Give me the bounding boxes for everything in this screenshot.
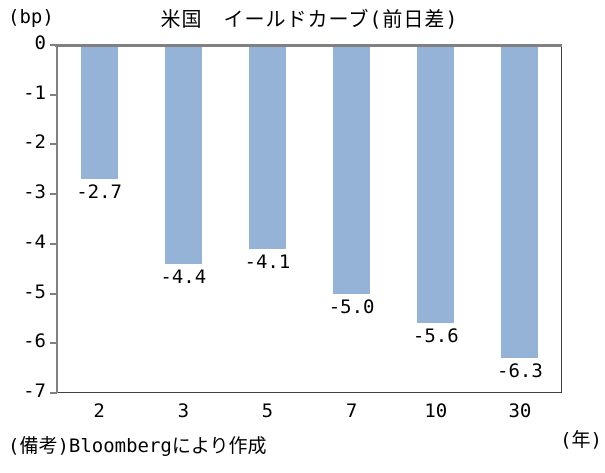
- x-axis-zero-line: [55, 44, 562, 47]
- bar-value-label: -6.3: [497, 360, 543, 383]
- y-axis-unit-label: (bp): [8, 6, 54, 28]
- y-axis-tick-label: -7: [23, 380, 46, 402]
- x-axis-category-label: 10: [424, 400, 448, 422]
- y-axis-tick-mark: [50, 93, 57, 96]
- bar-value-label: -2.7: [76, 181, 122, 204]
- plot-area: [57, 45, 562, 393]
- y-axis-tick-mark: [50, 193, 57, 196]
- y-axis-tick-mark: [50, 44, 57, 46]
- x-axis-unit-label: (年): [560, 429, 602, 451]
- bar-2y: [80, 45, 118, 180]
- bar-value-label: -5.6: [412, 325, 459, 348]
- bar-3y: [164, 45, 202, 264]
- y-axis-tick-label: 0: [34, 32, 46, 54]
- bar-10y: [417, 45, 455, 324]
- bar-30y: [501, 45, 539, 359]
- bar-value-label: -4.4: [160, 265, 207, 288]
- y-axis-tick-label: -6: [23, 330, 46, 353]
- bar-value-label: -4.1: [244, 250, 291, 273]
- y-axis-tick-label: -3: [23, 181, 46, 204]
- y-axis-line: [56, 45, 58, 393]
- y-axis-tick-label: -5: [23, 280, 46, 303]
- bar-7y: [333, 45, 371, 294]
- y-axis-tick-mark: [50, 242, 57, 245]
- x-axis-category-label: 7: [345, 400, 358, 422]
- y-axis-tick-mark: [50, 342, 57, 345]
- y-axis-tick-label: -1: [23, 81, 46, 104]
- source-note: (備考)Bloombergにより作成: [8, 435, 267, 457]
- x-axis-category-label: 3: [177, 400, 190, 422]
- y-axis-tick-mark: [50, 292, 57, 295]
- y-axis-tick-label: -2: [23, 131, 46, 154]
- y-axis-tick-label: -4: [23, 230, 46, 253]
- y-axis-tick-mark: [50, 392, 57, 394]
- x-axis-category-label: 2: [93, 400, 105, 422]
- y-axis-tick-mark: [50, 143, 57, 146]
- x-axis-category-label: 5: [261, 400, 274, 422]
- x-axis-category-label: 30: [508, 400, 532, 422]
- chart-title: 米国 イールドカーブ(前日差): [160, 7, 459, 31]
- bar-value-label: -5.0: [328, 295, 375, 318]
- bar-5y: [248, 45, 286, 249]
